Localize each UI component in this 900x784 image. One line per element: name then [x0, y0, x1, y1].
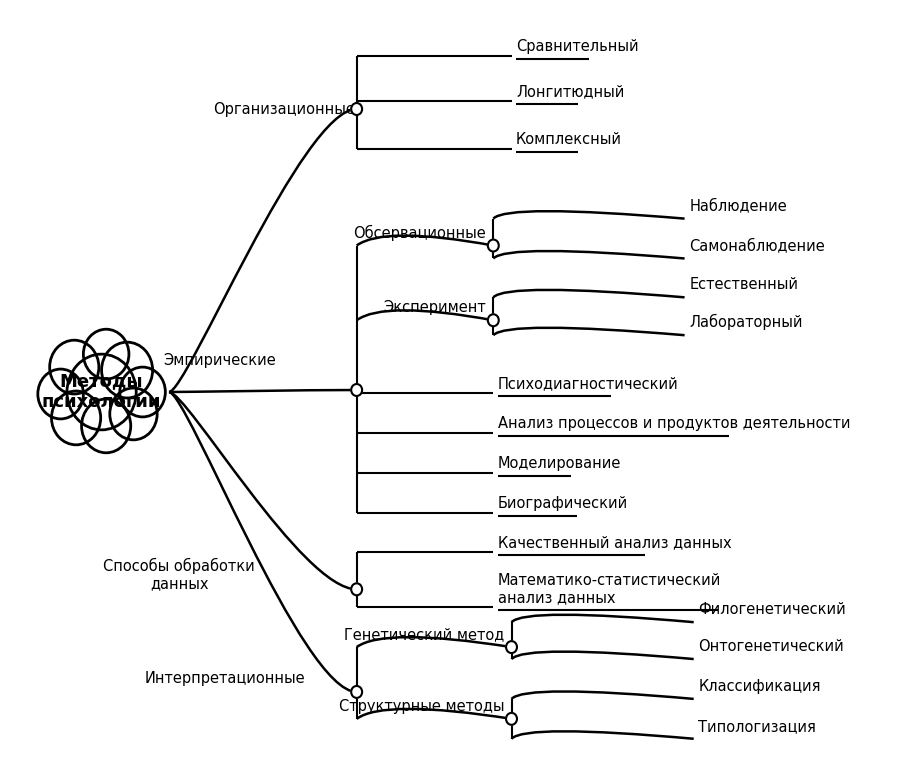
- Circle shape: [488, 314, 499, 326]
- Circle shape: [102, 342, 153, 398]
- Text: Наблюдение: Наблюдение: [689, 198, 787, 213]
- Text: Естественный: Естественный: [689, 278, 798, 292]
- Circle shape: [82, 399, 130, 453]
- Text: Способы обработки
данных: Способы обработки данных: [104, 557, 255, 591]
- Text: Обсервационные: Обсервационные: [354, 224, 486, 241]
- Circle shape: [506, 713, 517, 725]
- Circle shape: [488, 240, 499, 252]
- Text: Филогенетический: Филогенетический: [698, 602, 846, 617]
- Text: Качественный анализ данных: Качественный анализ данных: [498, 535, 732, 550]
- Text: Генетический метод: Генетический метод: [344, 627, 504, 642]
- Text: Интерпретационные: Интерпретационные: [144, 671, 305, 687]
- Text: Математико-статистический
анализ данных: Математико-статистический анализ данных: [498, 573, 721, 605]
- Circle shape: [38, 369, 84, 419]
- Circle shape: [84, 329, 129, 379]
- Text: Классификация: Классификация: [698, 679, 821, 694]
- Circle shape: [351, 384, 362, 396]
- Circle shape: [506, 641, 517, 653]
- Text: Лабораторный: Лабораторный: [689, 314, 803, 330]
- Circle shape: [51, 391, 101, 445]
- Circle shape: [50, 340, 99, 394]
- Text: Комплексный: Комплексный: [516, 132, 622, 147]
- Text: Онтогенетический: Онтогенетический: [698, 639, 844, 654]
- Circle shape: [351, 583, 362, 595]
- Text: Структурные методы: Структурные методы: [338, 699, 504, 714]
- Text: Моделирование: Моделирование: [498, 456, 621, 470]
- Text: Биографический: Биографический: [498, 495, 628, 510]
- Text: Эксперимент: Эксперимент: [383, 300, 486, 315]
- Circle shape: [120, 367, 166, 417]
- Circle shape: [351, 686, 362, 698]
- Text: Лонгитюдный: Лонгитюдный: [516, 84, 625, 99]
- Text: Типологизация: Типологизация: [698, 719, 816, 734]
- Text: Эмпирические: Эмпирические: [164, 353, 276, 368]
- Circle shape: [351, 103, 362, 115]
- Circle shape: [110, 388, 158, 440]
- Text: Анализ процессов и продуктов деятельности: Анализ процессов и продуктов деятельност…: [498, 416, 850, 431]
- Text: Сравнительный: Сравнительный: [516, 39, 639, 54]
- Text: Самонаблюдение: Самонаблюдение: [689, 238, 825, 253]
- Text: Организационные: Организационные: [212, 101, 355, 117]
- Text: Методы
психологии: Методы психологии: [41, 372, 161, 412]
- Circle shape: [67, 354, 136, 430]
- Text: Психодиагностический: Психодиагностический: [498, 376, 679, 391]
